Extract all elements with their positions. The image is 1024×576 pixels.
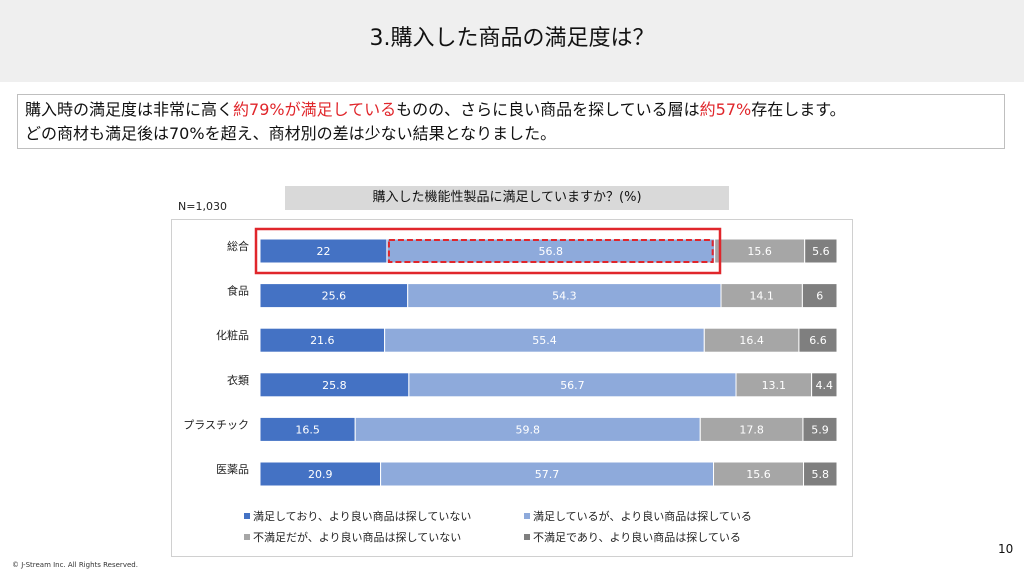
data-label: 25.6	[322, 290, 347, 303]
legend-swatch	[524, 534, 530, 540]
bar-segment	[803, 461, 838, 487]
data-label: 13.1	[762, 379, 787, 392]
bar-segment	[713, 461, 805, 487]
legend-swatch	[244, 534, 250, 540]
data-label: 4.4	[816, 379, 834, 392]
category-label: 食品	[227, 284, 249, 298]
category-label: プラスチック	[183, 418, 249, 431]
sample-size: N=1,030	[178, 200, 227, 213]
bar-segment	[804, 238, 838, 264]
data-label: 5.9	[811, 423, 829, 436]
data-label: 54.3	[552, 290, 577, 303]
category-label: 化粧品	[216, 328, 249, 342]
page-number: 10	[998, 542, 1014, 556]
data-label: 14.1	[749, 290, 774, 303]
bar-segment	[811, 372, 838, 398]
bar-segment	[801, 283, 838, 309]
legend-label: 不満足であり、より良い商品は探している	[533, 530, 741, 544]
data-label: 57.7	[535, 468, 560, 481]
data-label: 16.4	[739, 334, 764, 347]
summary-text: 購入時の満足度は非常に高く	[25, 100, 234, 119]
highlight-box	[254, 227, 722, 275]
data-label: 5.8	[812, 468, 830, 481]
chart-title: 購入した機能性製品に満足していますか？(%)	[372, 190, 642, 205]
bar-segment	[259, 461, 382, 487]
data-label: 20.9	[308, 468, 333, 481]
data-label: 55.4	[532, 334, 557, 347]
bar-segment	[699, 416, 804, 442]
page-title: 3.購入した商品の満足度は？	[369, 26, 655, 51]
summary-line-1: 購入時の満足度は非常に高く約79%が満足しているものの、さらに良い商品を探してい…	[25, 98, 1004, 122]
bar-segment	[259, 238, 388, 264]
data-label: 6	[816, 290, 823, 303]
bar-segment	[703, 327, 800, 353]
chart-frame	[171, 219, 853, 557]
bar-segment	[259, 372, 410, 398]
data-label: 56.7	[560, 379, 585, 392]
summary-text: 存在します。	[751, 100, 846, 119]
data-label: 22	[316, 245, 330, 258]
summary-highlight: 約57%	[699, 100, 752, 119]
legend-swatch	[524, 513, 530, 519]
bar-segment	[354, 416, 701, 442]
dashed-highlight-box	[387, 239, 714, 263]
bar-segment	[714, 238, 806, 264]
bar-segment	[735, 372, 813, 398]
legend-label: 満足しており、より良い商品は探していない	[253, 509, 471, 523]
data-label: 16.5	[295, 423, 320, 436]
bar-segment	[407, 283, 722, 309]
legend-swatch	[244, 513, 250, 519]
bar-segment	[384, 327, 705, 353]
summary-highlight: 約79%が満足している	[233, 100, 397, 119]
chart-title-bar: 購入した機能性製品に満足していますか？(%)	[285, 186, 729, 210]
data-label: 5.6	[812, 245, 830, 258]
category-label: 医薬品	[216, 463, 249, 476]
bar-segment	[259, 416, 356, 442]
header-band: 3.購入した商品の満足度は？	[0, 0, 1024, 82]
data-label: 6.6	[809, 334, 827, 347]
legend-label: 満足しているが、より良い商品は探している	[533, 509, 752, 523]
summary-line-2: どの商材も満足後は70%を超え、商材別の差は少ない結果となりました。	[25, 124, 557, 143]
data-label: 59.8	[515, 423, 540, 436]
summary-text: ものの、さらに良い商品を探している層は	[396, 100, 700, 119]
data-label: 15.6	[747, 245, 772, 258]
data-label: 21.6	[310, 334, 335, 347]
category-label: 総合	[227, 239, 249, 253]
data-label: 17.8	[739, 423, 764, 436]
data-label: 56.8	[539, 245, 564, 258]
bar-segment	[802, 416, 838, 442]
category-label: 衣類	[227, 373, 249, 387]
data-label: 25.8	[322, 379, 347, 392]
data-label: 15.6	[746, 468, 771, 481]
legend-label: 不満足だが、より良い商品は探していない	[253, 530, 461, 544]
copyright: © J-Stream Inc. All Rights Reserved.	[12, 561, 138, 569]
summary-box: 購入時の満足度は非常に高く約79%が満足しているものの、さらに良い商品を探してい…	[17, 94, 1005, 149]
bar-segment	[798, 327, 838, 353]
bar-segment	[408, 372, 737, 398]
bar-segment	[720, 283, 803, 309]
